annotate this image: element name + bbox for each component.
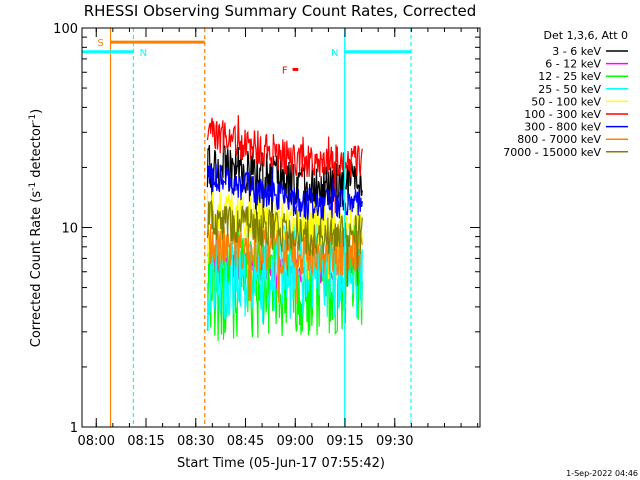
axes: 1 10 100 08:00 08:15 08:30 08:45 09:00 09:15 09:3…	[53, 22, 480, 449]
chart-title: RHESSI Observing Summary Count Rates, Co…	[84, 2, 477, 20]
y-tick-label-0: 1	[70, 421, 78, 436]
flag-label-2: N	[331, 48, 338, 59]
x-tick-label-2: 08:30	[177, 434, 214, 449]
x-tick-label-0: 08:00	[78, 434, 115, 449]
y-axis-label-sup1: -1	[28, 182, 38, 191]
flag-label-0: S	[97, 38, 103, 49]
x-tick-label-5: 09:15	[326, 434, 363, 449]
plot-area: S N N F	[82, 28, 412, 427]
legend-label-3: 25 - 50 keV	[538, 83, 601, 96]
y-tick-label-2: 100	[53, 22, 78, 37]
footer-timestamp: 1-Sep-2022 04:46	[566, 469, 638, 478]
series-line-8	[206, 199, 363, 287]
x-tick-label-4: 09:00	[277, 434, 314, 449]
y-axis-label-mid: detector	[29, 122, 44, 182]
flag-label-3: F	[282, 65, 288, 76]
legend-label-8: 7000 - 15000 keV	[503, 146, 601, 159]
y-axis-label-sup2: -1	[28, 114, 38, 123]
series-line-0	[206, 140, 363, 231]
y-tick-label-1: 10	[61, 222, 78, 237]
legend-label-7: 800 - 7000 keV	[517, 133, 601, 146]
y-axis-label: Corrected Count Rate (s-1 detector-1)	[28, 109, 44, 347]
legend-label-5: 100 - 300 keV	[524, 108, 601, 121]
legend-label-1: 6 - 12 keV	[545, 58, 601, 71]
x-tick-label-1: 08:15	[127, 434, 164, 449]
y-axis-label-main: Corrected Count Rate (s	[29, 191, 44, 348]
legend-label-2: 12 - 25 keV	[538, 70, 601, 83]
series-line-5	[206, 115, 363, 214]
legend-label-4: 50 - 100 keV	[531, 95, 601, 108]
legend-label-0: 3 - 6 keV	[552, 45, 601, 58]
series-line-6	[206, 163, 363, 221]
x-tick-label-6: 09:30	[376, 434, 413, 449]
x-tick-label-3: 08:45	[227, 434, 264, 449]
y-axis-label-end: )	[29, 109, 44, 114]
legend-label-6: 300 - 800 keV	[524, 121, 601, 134]
flag-label-1: N	[140, 48, 147, 59]
legend-header: Det 1,3,6, Att 0	[544, 29, 628, 42]
x-axis-label: Start Time (05-Jun-17 07:55:42)	[177, 456, 385, 471]
